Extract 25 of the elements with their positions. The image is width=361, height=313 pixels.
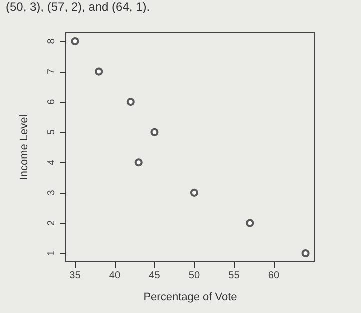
y-tick-label: 7 bbox=[46, 68, 58, 75]
x-axis-title: Percentage of Vote bbox=[144, 292, 238, 304]
y-tick-label: 6 bbox=[46, 98, 58, 105]
x-tick-label: 55 bbox=[228, 270, 240, 282]
y-axis-title: Income Level bbox=[18, 114, 30, 180]
y-tick-label: 8 bbox=[46, 38, 58, 44]
x-tick-label: 40 bbox=[109, 270, 121, 282]
point bbox=[126, 98, 135, 106]
text: (50, 3), (57, 2), and (64, 1). bbox=[6, 0, 150, 14]
point bbox=[71, 37, 80, 46]
point bbox=[95, 68, 104, 76]
point bbox=[190, 188, 198, 197]
point bbox=[302, 250, 310, 258]
x-tick-label: 50 bbox=[188, 270, 200, 282]
y-tick-label: 1 bbox=[46, 250, 58, 256]
y-tick-label: 2 bbox=[46, 220, 58, 226]
x-tick-label: 35 bbox=[70, 270, 82, 282]
x-tick-label: 45 bbox=[149, 270, 161, 282]
y-tick-label: 4 bbox=[46, 159, 58, 166]
y-tick-label: 5 bbox=[46, 129, 58, 136]
point bbox=[150, 128, 159, 136]
y-tick-label: 3 bbox=[46, 190, 58, 196]
point bbox=[134, 158, 143, 167]
point bbox=[246, 219, 254, 228]
x-tick-label: 60 bbox=[268, 270, 280, 282]
